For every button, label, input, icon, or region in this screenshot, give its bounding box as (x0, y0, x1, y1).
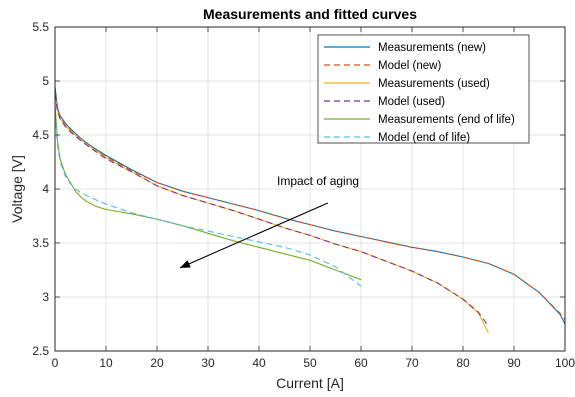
annotation-text: Impact of aging (277, 174, 359, 188)
series-layer (54, 86, 566, 333)
x-tick-label: 10 (99, 356, 113, 370)
legend-label-model-end-of-life: Model (end of life) (378, 132, 470, 144)
y-axis-label: Voltage [V] (9, 155, 25, 223)
series-line-measurements-end-of-life (54, 104, 362, 281)
x-tick-label: 20 (150, 356, 164, 370)
y-tick-label: 5 (42, 74, 49, 88)
legend-label-measurements-new: Measurements (new) (378, 42, 486, 54)
x-tick-label: 50 (303, 356, 317, 370)
y-tick-label: 3.5 (32, 236, 49, 250)
series-line-model-new (54, 91, 566, 321)
y-tick-label: 5.5 (32, 20, 49, 34)
x-tick-label: 90 (507, 356, 521, 370)
annotation-arrowhead (179, 260, 191, 268)
x-tick-label: 0 (52, 356, 59, 370)
chart-title: Measurements and fitted curves (203, 6, 417, 22)
x-axis-label: Current [A] (276, 375, 344, 391)
legend-label-model-used: Model (used) (378, 96, 445, 108)
x-tick-label: 60 (354, 356, 368, 370)
legend-box (317, 34, 530, 144)
x-tick-label: 40 (252, 356, 266, 370)
legend-label-measurements-used: Measurements (used) (378, 78, 490, 90)
y-tick-label: 3 (42, 290, 49, 304)
annotation: Impact of aging (179, 174, 359, 269)
legend: Measurements (new) Model (new) Measurement… (317, 34, 530, 144)
y-tick-label: 4 (42, 182, 49, 196)
x-tick-label: 80 (456, 356, 470, 370)
x-tick-label: 70 (405, 356, 419, 370)
y-tick-label: 2.5 (32, 344, 49, 358)
legend-label-measurements-end-of-life: Measurements (end of life) (378, 114, 515, 126)
legend-label-model-new: Model (new) (378, 60, 441, 72)
y-tick-label: 4.5 (32, 128, 49, 142)
x-tick-label: 30 (201, 356, 215, 370)
annotation-arrow-line (179, 202, 329, 269)
series-line-model-end-of-life (54, 113, 362, 287)
ticks: 0 10 20 30 40 50 60 70 80 90 100 2.5 3 3.5 4 4.5 5 5.5 (32, 20, 575, 370)
x-tick-label: 100 (555, 356, 575, 370)
series-line-model-used (54, 93, 489, 327)
